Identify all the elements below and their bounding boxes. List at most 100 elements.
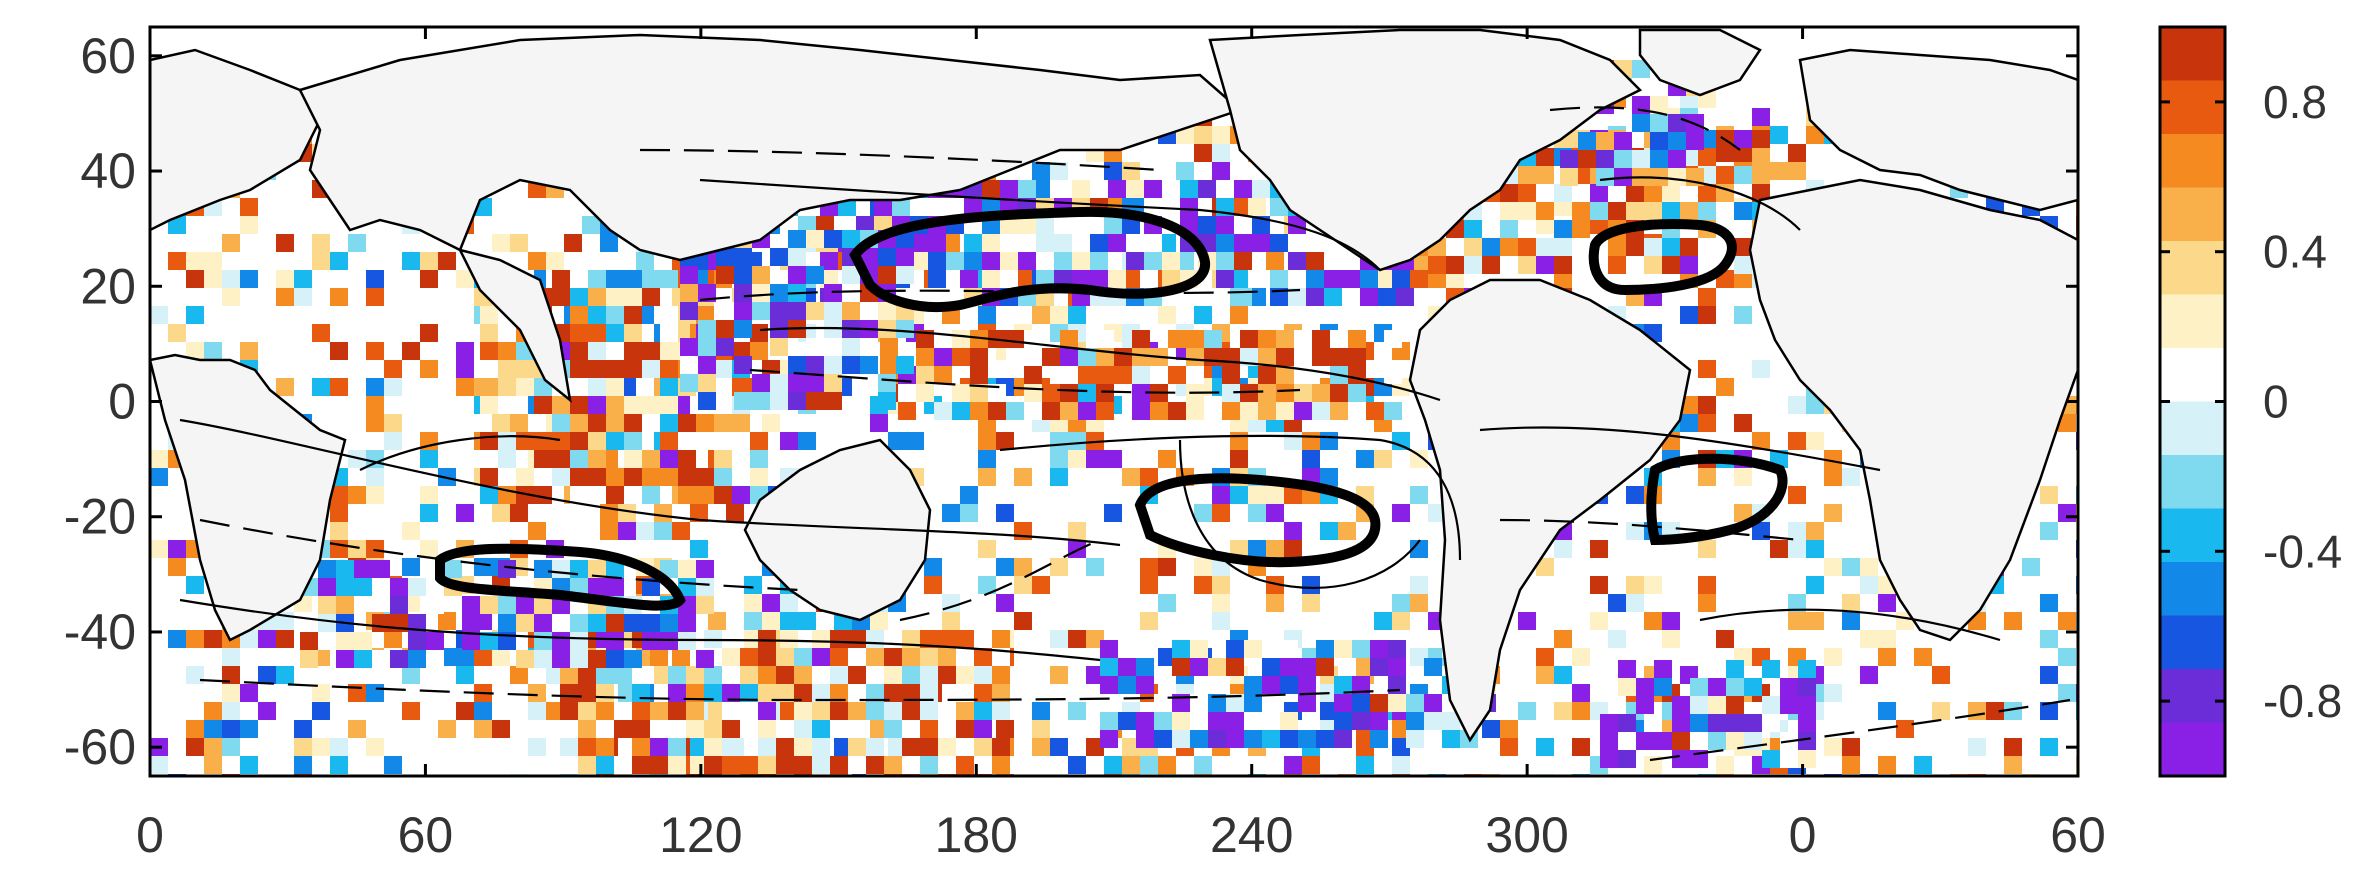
anomaly-cell — [354, 560, 372, 578]
anomaly-cell — [1650, 150, 1668, 168]
anomaly-cell — [1306, 252, 1324, 270]
anomaly-cell — [1024, 402, 1042, 420]
anomaly-cell — [186, 306, 204, 324]
anomaly-cell — [2040, 630, 2058, 648]
anomaly-cell — [1500, 238, 1518, 256]
anomaly-cell — [1312, 402, 1330, 420]
anomaly-cell — [1208, 730, 1226, 748]
anomaly-cell — [1464, 256, 1482, 274]
anomaly-cell — [734, 284, 752, 302]
anomaly-cell — [806, 302, 824, 320]
anomaly-cell — [1762, 696, 1780, 714]
anomaly-cell — [1560, 168, 1578, 186]
anomaly-cell — [168, 324, 186, 342]
anomaly-cell — [578, 684, 596, 702]
anomaly-cell — [680, 266, 698, 284]
anomaly-cell — [516, 650, 534, 668]
anomaly-cell — [1086, 630, 1104, 648]
anomaly-cell — [1104, 306, 1122, 324]
anomaly-cell — [1410, 270, 1428, 288]
anomaly-cell — [642, 396, 660, 414]
anomaly-cell — [988, 384, 1006, 402]
anomaly-cell — [1608, 594, 1626, 612]
anomaly-cell — [660, 560, 678, 578]
anomaly-cell — [300, 632, 318, 650]
anomaly-cell — [168, 630, 186, 648]
anomaly-cell — [456, 666, 474, 684]
anomaly-cell — [812, 756, 830, 774]
anomaly-cell — [276, 288, 294, 306]
anomaly-cell — [690, 504, 708, 522]
landmass-africa-europe — [150, 48, 322, 232]
anomaly-cell — [1186, 330, 1204, 348]
anomaly-cell — [1392, 432, 1410, 450]
anomaly-cell — [498, 450, 516, 468]
anomaly-cell — [240, 684, 258, 702]
anomaly-cell — [606, 324, 624, 342]
anomaly-cell — [1302, 756, 1320, 774]
anomaly-cell — [2004, 738, 2022, 756]
contour-line-solid — [1699, 608, 2001, 642]
anomaly-cell — [956, 756, 974, 774]
anomaly-cell — [606, 288, 624, 306]
colorbar-segment — [2160, 562, 2225, 617]
anomaly-cell — [696, 560, 714, 578]
anomaly-cell — [680, 374, 698, 392]
anomaly-cell — [1258, 330, 1276, 348]
anomaly-cell — [1212, 576, 1230, 594]
anomaly-cell — [1708, 714, 1726, 732]
anomaly-cell — [1662, 630, 1680, 648]
anomaly-cell — [824, 302, 842, 320]
anomaly-cell — [552, 560, 570, 578]
anomaly-cell — [240, 342, 258, 360]
anomaly-cell — [1122, 270, 1140, 288]
anomaly-cell — [642, 578, 660, 596]
anomaly-cell — [1144, 180, 1162, 198]
anomaly-cell — [1212, 558, 1230, 576]
anomaly-cell — [794, 684, 812, 702]
anomaly-cell — [752, 374, 770, 392]
anomaly-cell — [780, 612, 798, 630]
anomaly-cell — [842, 356, 860, 374]
anomaly-cell — [1000, 252, 1018, 270]
landmass-asia — [298, 33, 1243, 262]
anomaly-cell — [1230, 270, 1248, 288]
anomaly-cell — [2022, 540, 2040, 558]
anomaly-cell — [1114, 366, 1132, 384]
anomaly-cell — [534, 560, 552, 578]
anomaly-cell — [312, 252, 330, 270]
anomaly-cell — [1644, 256, 1662, 274]
anomaly-cell — [1626, 184, 1644, 202]
anomaly-cell — [852, 378, 870, 396]
anomaly-cell — [1618, 714, 1636, 732]
anomaly-cell — [498, 560, 516, 578]
anomaly-cell — [848, 684, 866, 702]
anomaly-cell — [660, 414, 678, 432]
anomaly-cell — [588, 614, 606, 632]
anomaly-cell — [680, 284, 698, 302]
anomaly-cell — [1068, 630, 1086, 648]
anomaly-cell — [600, 234, 618, 252]
anomaly-cell — [848, 702, 866, 720]
anomaly-cell — [1072, 234, 1090, 252]
anomaly-cell — [498, 596, 516, 614]
anomaly-cell — [614, 702, 632, 720]
anomaly-cell — [824, 356, 842, 374]
anomaly-cell — [1140, 576, 1158, 594]
colorbar-strip — [2160, 27, 2225, 777]
anomaly-cell — [1132, 348, 1150, 366]
anomaly-cell — [788, 356, 806, 374]
anomaly-cell — [1086, 738, 1104, 756]
anomaly-cell — [798, 612, 816, 630]
anomaly-cell — [878, 392, 896, 410]
anomaly-cell — [1536, 148, 1554, 166]
anomaly-cell — [1680, 238, 1698, 256]
anomaly-cell — [758, 720, 776, 738]
anomaly-cell — [1608, 256, 1626, 274]
anomaly-cell — [1294, 330, 1312, 348]
anomaly-cell — [964, 252, 982, 270]
anomaly-cell — [902, 666, 920, 684]
anomaly-cell — [1118, 676, 1136, 694]
anomaly-cell — [372, 560, 390, 578]
anomaly-cell — [312, 738, 330, 756]
